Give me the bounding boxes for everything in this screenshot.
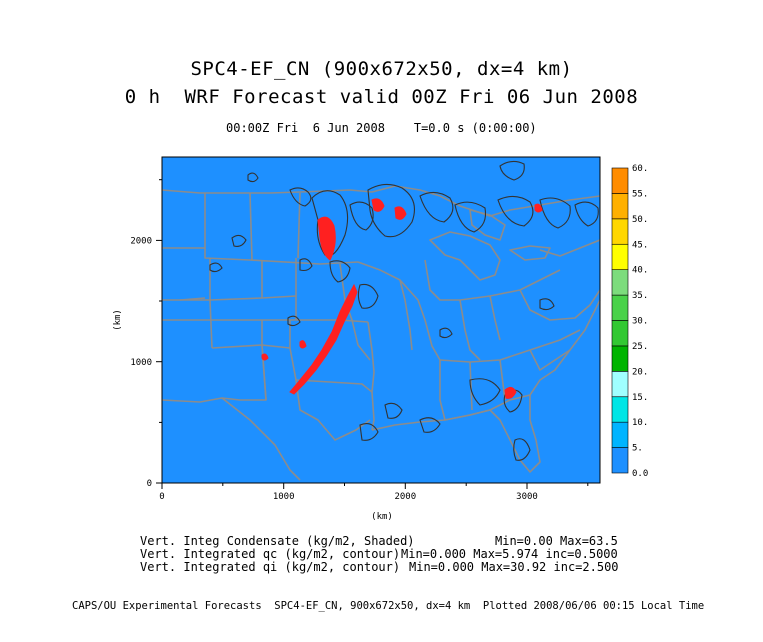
colorbar-label: 40. — [632, 266, 648, 276]
colorbar-label: 0.0 — [632, 469, 648, 479]
qi-label: Vert. Integrated qi (kg/m2, contour) — [140, 560, 401, 574]
x-tick-label-3000: 3000 — [516, 492, 538, 502]
valid-time-line: 00:00Z Fri 6 Jun 2008 T=0.0 s (0:00:00) — [226, 121, 537, 135]
colorbar-swatch — [611, 167, 629, 194]
colorbar-label: 30. — [632, 317, 648, 327]
colorbar-swatch — [611, 294, 629, 321]
footer-credit: CAPS/OU Experimental Forecasts SPC4-EF_C… — [72, 600, 705, 612]
x-axis-label: (km) — [371, 512, 393, 522]
y-tick-label-2000: 2000 — [130, 237, 152, 247]
colorbar-label: 20. — [632, 367, 648, 377]
x-axis — [161, 483, 589, 489]
colorbar-label: 25. — [632, 342, 648, 352]
y-tick-label-1000: 1000 — [130, 358, 152, 368]
colorbar-swatch — [611, 218, 629, 245]
colorbar-label: 55. — [632, 189, 648, 199]
map-frame — [161, 156, 601, 484]
colorbar-swatch — [611, 193, 629, 220]
colorbar-label: 45. — [632, 240, 648, 250]
colorbar-swatch — [611, 243, 629, 270]
x-tick-label-1000: 1000 — [273, 492, 295, 502]
qi-stats: Min=0.000 Max=30.92 inc=2.500 — [409, 560, 619, 574]
colorbar-label: 60. — [632, 164, 648, 174]
colorbar: 0.0 5. 10. 15. 20. 25. 30. 35. 40. 45. 50. 55. 60. — [611, 164, 648, 479]
colorbar-label: 50. — [632, 215, 648, 225]
map-title-line1: SPC4-EF_CN (900x672x50, dx=4 km) — [190, 58, 573, 80]
colorbar-swatch — [611, 421, 629, 448]
colorbar-label: 35. — [632, 291, 648, 301]
condensate-stats: Min=0.00 Max=63.5 — [495, 534, 618, 548]
qc-stats: Min=0.000 Max=5.974 inc=0.5000 — [401, 547, 618, 561]
colorbar-swatch — [611, 269, 629, 296]
political-boundaries — [161, 185, 601, 481]
colorbar-label: 10. — [632, 418, 648, 428]
qc-label: Vert. Integrated qc (kg/m2, contour) — [140, 547, 401, 561]
condensate-label: Vert. Integ Condensate (kg/m2, Shaded) — [140, 534, 415, 548]
colorbar-label: 5. — [632, 444, 643, 454]
map-panel[interactable] — [161, 157, 601, 483]
map-title-line2: 0 h WRF Forecast valid 00Z Fri 06 Jun 20… — [124, 86, 639, 108]
x-tick-label-0: 0 — [159, 492, 164, 502]
colorbar-swatch — [611, 447, 629, 474]
y-tick-label-0: 0 — [147, 479, 152, 489]
y-axis-label: (km) — [113, 309, 123, 331]
condensate-contours — [209, 160, 599, 461]
x-tick-label-2000: 2000 — [394, 492, 416, 502]
colorbar-swatch — [611, 320, 629, 347]
map-figure: 0 1000 2000 3000 (km) 0 1000 2000 (km) 0… — [113, 156, 648, 522]
colorbar-label: 15. — [632, 393, 648, 403]
colorbar-swatch — [611, 396, 629, 423]
y-axis — [156, 179, 162, 484]
intense-condensate — [261, 198, 543, 399]
colorbar-swatch — [611, 371, 629, 398]
colorbar-swatch — [611, 345, 629, 372]
